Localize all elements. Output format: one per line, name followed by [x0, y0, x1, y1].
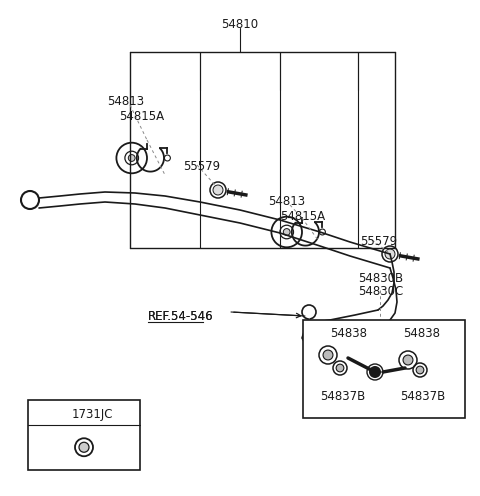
Circle shape — [369, 366, 381, 378]
Text: 54815A: 54815A — [280, 210, 325, 223]
Circle shape — [385, 249, 395, 259]
Text: REF.54-546: REF.54-546 — [148, 310, 214, 323]
Text: 54815A: 54815A — [119, 110, 164, 123]
Text: 54838: 54838 — [330, 327, 367, 340]
Circle shape — [128, 155, 135, 161]
Circle shape — [213, 185, 223, 195]
Circle shape — [276, 222, 297, 242]
Text: 1731JC: 1731JC — [72, 408, 113, 421]
Bar — [303, 320, 465, 418]
Circle shape — [416, 366, 424, 374]
Circle shape — [323, 350, 333, 360]
Text: 54838: 54838 — [403, 327, 440, 340]
Bar — [28, 400, 140, 470]
Circle shape — [121, 148, 142, 168]
Text: 54830B: 54830B — [358, 272, 403, 285]
Text: 54830C: 54830C — [358, 285, 403, 298]
Text: 54813: 54813 — [107, 95, 144, 108]
Circle shape — [79, 442, 89, 452]
Text: 55579: 55579 — [360, 235, 397, 248]
Circle shape — [336, 364, 344, 372]
Text: 54813: 54813 — [268, 195, 305, 208]
Circle shape — [403, 355, 413, 365]
Text: 55579: 55579 — [183, 160, 220, 173]
Text: 54810: 54810 — [221, 18, 259, 31]
Circle shape — [283, 229, 290, 236]
Text: REF.54-546: REF.54-546 — [148, 310, 214, 323]
Text: 54837B: 54837B — [400, 390, 445, 403]
Text: 54837B: 54837B — [320, 390, 365, 403]
